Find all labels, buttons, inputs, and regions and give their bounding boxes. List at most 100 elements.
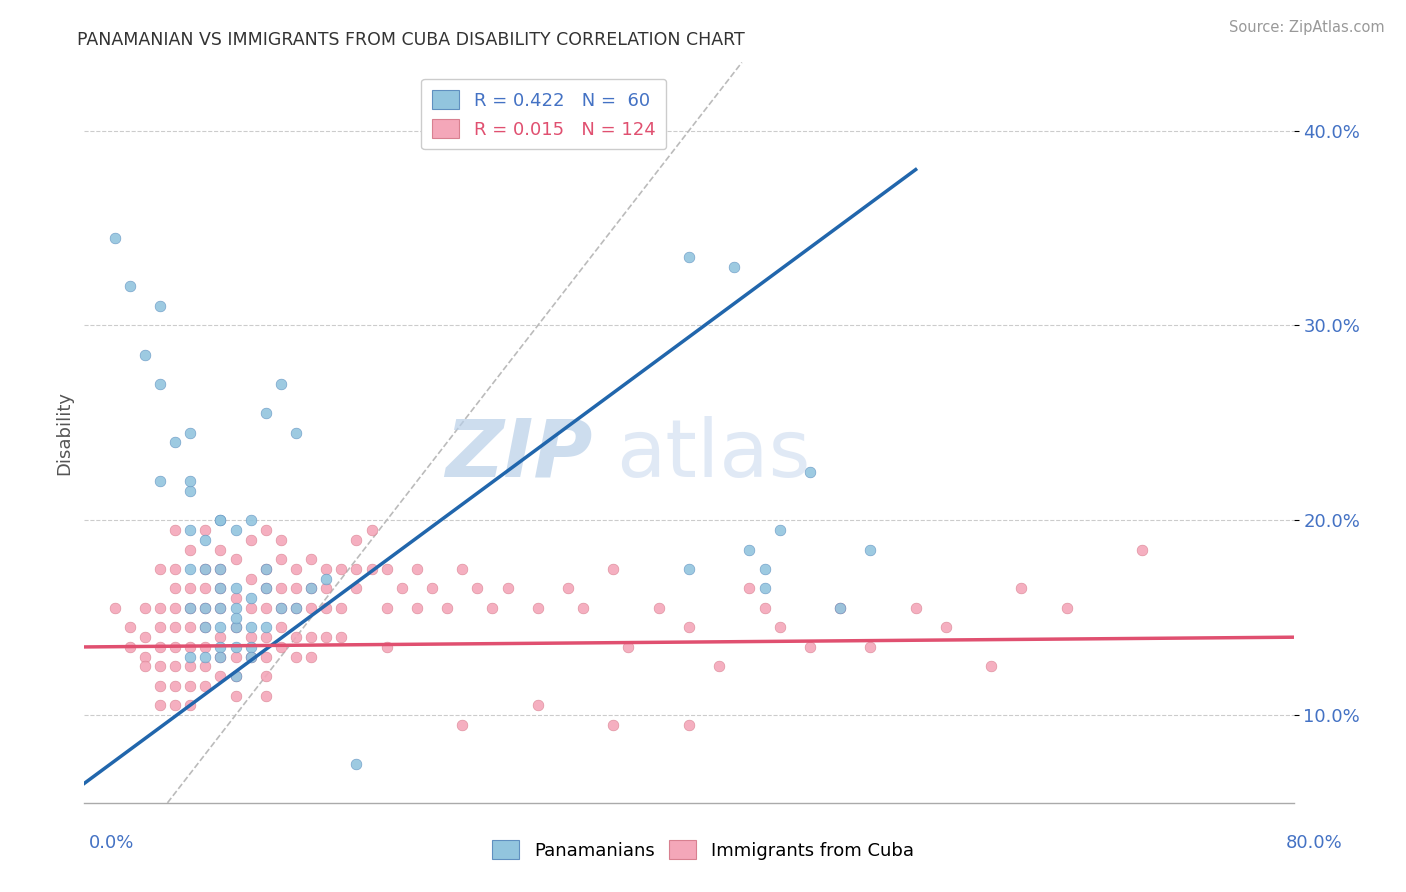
Point — [209, 630, 232, 644]
Point — [194, 601, 217, 615]
Point — [209, 649, 232, 664]
Point — [209, 669, 232, 683]
Point — [754, 562, 776, 576]
Point — [209, 513, 232, 527]
Point — [254, 689, 277, 703]
Text: ZIP: ZIP — [444, 416, 592, 494]
Point — [935, 620, 957, 634]
Point — [451, 718, 474, 732]
Point — [557, 582, 579, 596]
Point — [299, 582, 322, 596]
Point — [149, 299, 172, 313]
Point — [285, 582, 308, 596]
Point — [209, 582, 232, 596]
Point — [225, 649, 247, 664]
Point — [496, 582, 519, 596]
Point — [225, 552, 247, 566]
Point — [209, 582, 232, 596]
Point — [254, 582, 277, 596]
Point — [346, 582, 368, 596]
Point — [285, 425, 308, 440]
Point — [360, 562, 382, 576]
Point — [285, 562, 308, 576]
Point — [225, 640, 247, 654]
Point — [830, 601, 852, 615]
Point — [346, 756, 368, 771]
Point — [209, 562, 232, 576]
Point — [270, 620, 292, 634]
Point — [239, 572, 262, 586]
Point — [346, 533, 368, 547]
Point — [225, 582, 247, 596]
Point — [451, 562, 474, 576]
Point — [149, 562, 172, 576]
Point — [194, 620, 217, 634]
Point — [239, 640, 262, 654]
Point — [104, 231, 127, 245]
Point — [678, 718, 700, 732]
Point — [239, 591, 262, 606]
Point — [375, 562, 398, 576]
Point — [165, 620, 187, 634]
Point — [391, 582, 413, 596]
Point — [165, 562, 187, 576]
Point — [179, 425, 201, 440]
Point — [617, 640, 640, 654]
Point — [754, 601, 776, 615]
Point — [179, 698, 201, 713]
Point — [254, 630, 277, 644]
Point — [149, 376, 172, 391]
Point — [209, 601, 232, 615]
Point — [179, 582, 201, 596]
Point — [209, 601, 232, 615]
Point — [165, 582, 187, 596]
Point — [602, 718, 624, 732]
Point — [315, 601, 337, 615]
Point — [270, 552, 292, 566]
Point — [179, 659, 201, 673]
Point — [436, 601, 458, 615]
Legend: R = 0.422   N =  60, R = 0.015   N = 124: R = 0.422 N = 60, R = 0.015 N = 124 — [422, 78, 666, 149]
Point — [375, 640, 398, 654]
Point — [467, 582, 489, 596]
Point — [254, 562, 277, 576]
Legend: Panamanians, Immigrants from Cuba: Panamanians, Immigrants from Cuba — [485, 832, 921, 867]
Point — [179, 679, 201, 693]
Point — [194, 562, 217, 576]
Point — [239, 601, 262, 615]
Point — [179, 649, 201, 664]
Point — [239, 533, 262, 547]
Point — [420, 582, 443, 596]
Point — [225, 523, 247, 537]
Point — [149, 620, 172, 634]
Point — [830, 601, 852, 615]
Point — [754, 582, 776, 596]
Point — [406, 601, 429, 615]
Point — [678, 562, 700, 576]
Point — [165, 698, 187, 713]
Point — [330, 601, 353, 615]
Point — [254, 562, 277, 576]
Text: atlas: atlas — [616, 416, 811, 494]
Point — [270, 582, 292, 596]
Point — [134, 348, 156, 362]
Point — [225, 620, 247, 634]
Point — [859, 640, 882, 654]
Point — [179, 601, 201, 615]
Point — [209, 640, 232, 654]
Point — [149, 698, 172, 713]
Point — [209, 513, 232, 527]
Point — [299, 601, 322, 615]
Point — [104, 601, 127, 615]
Point — [980, 659, 1002, 673]
Point — [299, 582, 322, 596]
Point — [904, 601, 927, 615]
Point — [149, 679, 172, 693]
Point — [209, 542, 232, 557]
Point — [859, 542, 882, 557]
Point — [1130, 542, 1153, 557]
Point — [330, 630, 353, 644]
Point — [149, 601, 172, 615]
Point — [299, 552, 322, 566]
Point — [165, 435, 187, 450]
